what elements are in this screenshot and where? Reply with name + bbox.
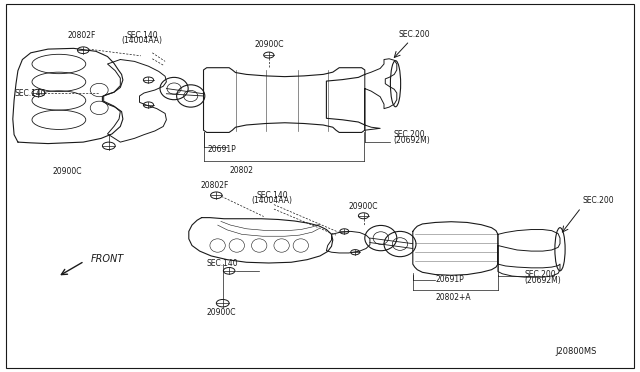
Text: SEC.200: SEC.200 [394, 130, 425, 139]
Text: (14004AA): (14004AA) [122, 36, 163, 45]
Text: 20900C: 20900C [349, 202, 378, 211]
Text: 20691P: 20691P [435, 275, 464, 284]
Ellipse shape [351, 250, 360, 255]
Text: 20900C: 20900C [206, 308, 236, 317]
Ellipse shape [223, 267, 235, 274]
Text: 20802+A: 20802+A [435, 293, 471, 302]
Text: 20802: 20802 [230, 166, 254, 174]
Text: SEC.140: SEC.140 [14, 89, 45, 97]
Ellipse shape [143, 102, 154, 108]
Text: SEC.200: SEC.200 [399, 30, 431, 39]
Ellipse shape [216, 299, 229, 307]
Text: J20800MS: J20800MS [556, 347, 596, 356]
Ellipse shape [358, 213, 369, 219]
Ellipse shape [143, 77, 154, 83]
Ellipse shape [102, 142, 115, 150]
Text: (20692M): (20692M) [525, 276, 561, 285]
Text: SEC.140: SEC.140 [256, 191, 288, 200]
Ellipse shape [77, 47, 89, 54]
Text: 20802F: 20802F [68, 31, 96, 40]
Text: (14004AA): (14004AA) [252, 196, 292, 205]
Text: 20900C: 20900C [254, 40, 284, 49]
Text: (20692M): (20692M) [394, 136, 430, 145]
Ellipse shape [211, 192, 222, 199]
Text: SEC.140: SEC.140 [126, 31, 158, 40]
Text: FRONT: FRONT [91, 254, 124, 263]
Ellipse shape [32, 89, 45, 97]
Text: 20802F: 20802F [200, 181, 228, 190]
Text: 20691P: 20691P [208, 145, 237, 154]
Text: SEC.140: SEC.140 [206, 259, 237, 268]
Ellipse shape [264, 52, 274, 58]
Text: SEC.200: SEC.200 [525, 270, 556, 279]
Text: 20900C: 20900C [52, 167, 82, 176]
Text: SEC.200: SEC.200 [582, 196, 614, 205]
Ellipse shape [340, 229, 349, 234]
